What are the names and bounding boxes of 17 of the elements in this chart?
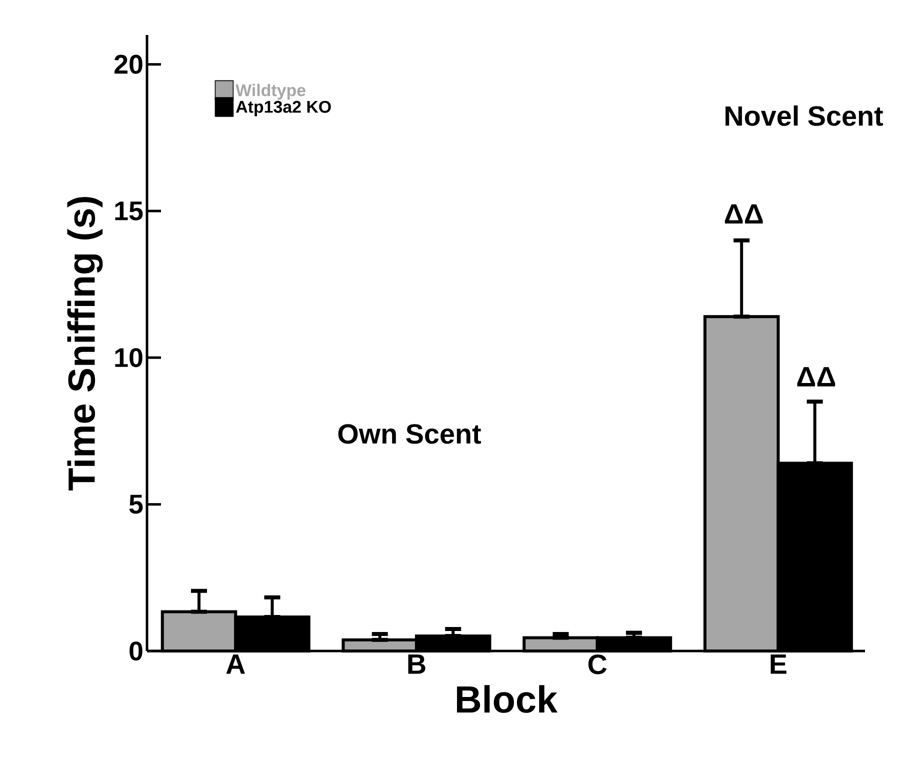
y-tick-label: 15 [115, 202, 143, 220]
x-tick-label: A [226, 654, 245, 674]
y-tick-label: 0 [130, 641, 142, 661]
annotation: ΔΔ [724, 204, 763, 224]
annotation: Own Scent [338, 424, 481, 444]
y-tick-label: 10 [115, 348, 142, 368]
annotation: ΔΔ [797, 367, 836, 386]
y-tick-label: 20 [114, 54, 142, 74]
y-axis-title: Time Sniffing (s) [67, 196, 103, 491]
x-axis-title: Block [456, 685, 558, 713]
legend-label: Wildtype [236, 84, 306, 100]
y-tick-label: 5 [129, 494, 143, 514]
annotation: Novel Scent [726, 105, 883, 126]
x-tick-label: C [588, 654, 607, 674]
x-tick-label: E [770, 654, 786, 674]
legend-label: Atp13a2 KO [236, 100, 331, 116]
x-tick-label: B [408, 654, 426, 674]
